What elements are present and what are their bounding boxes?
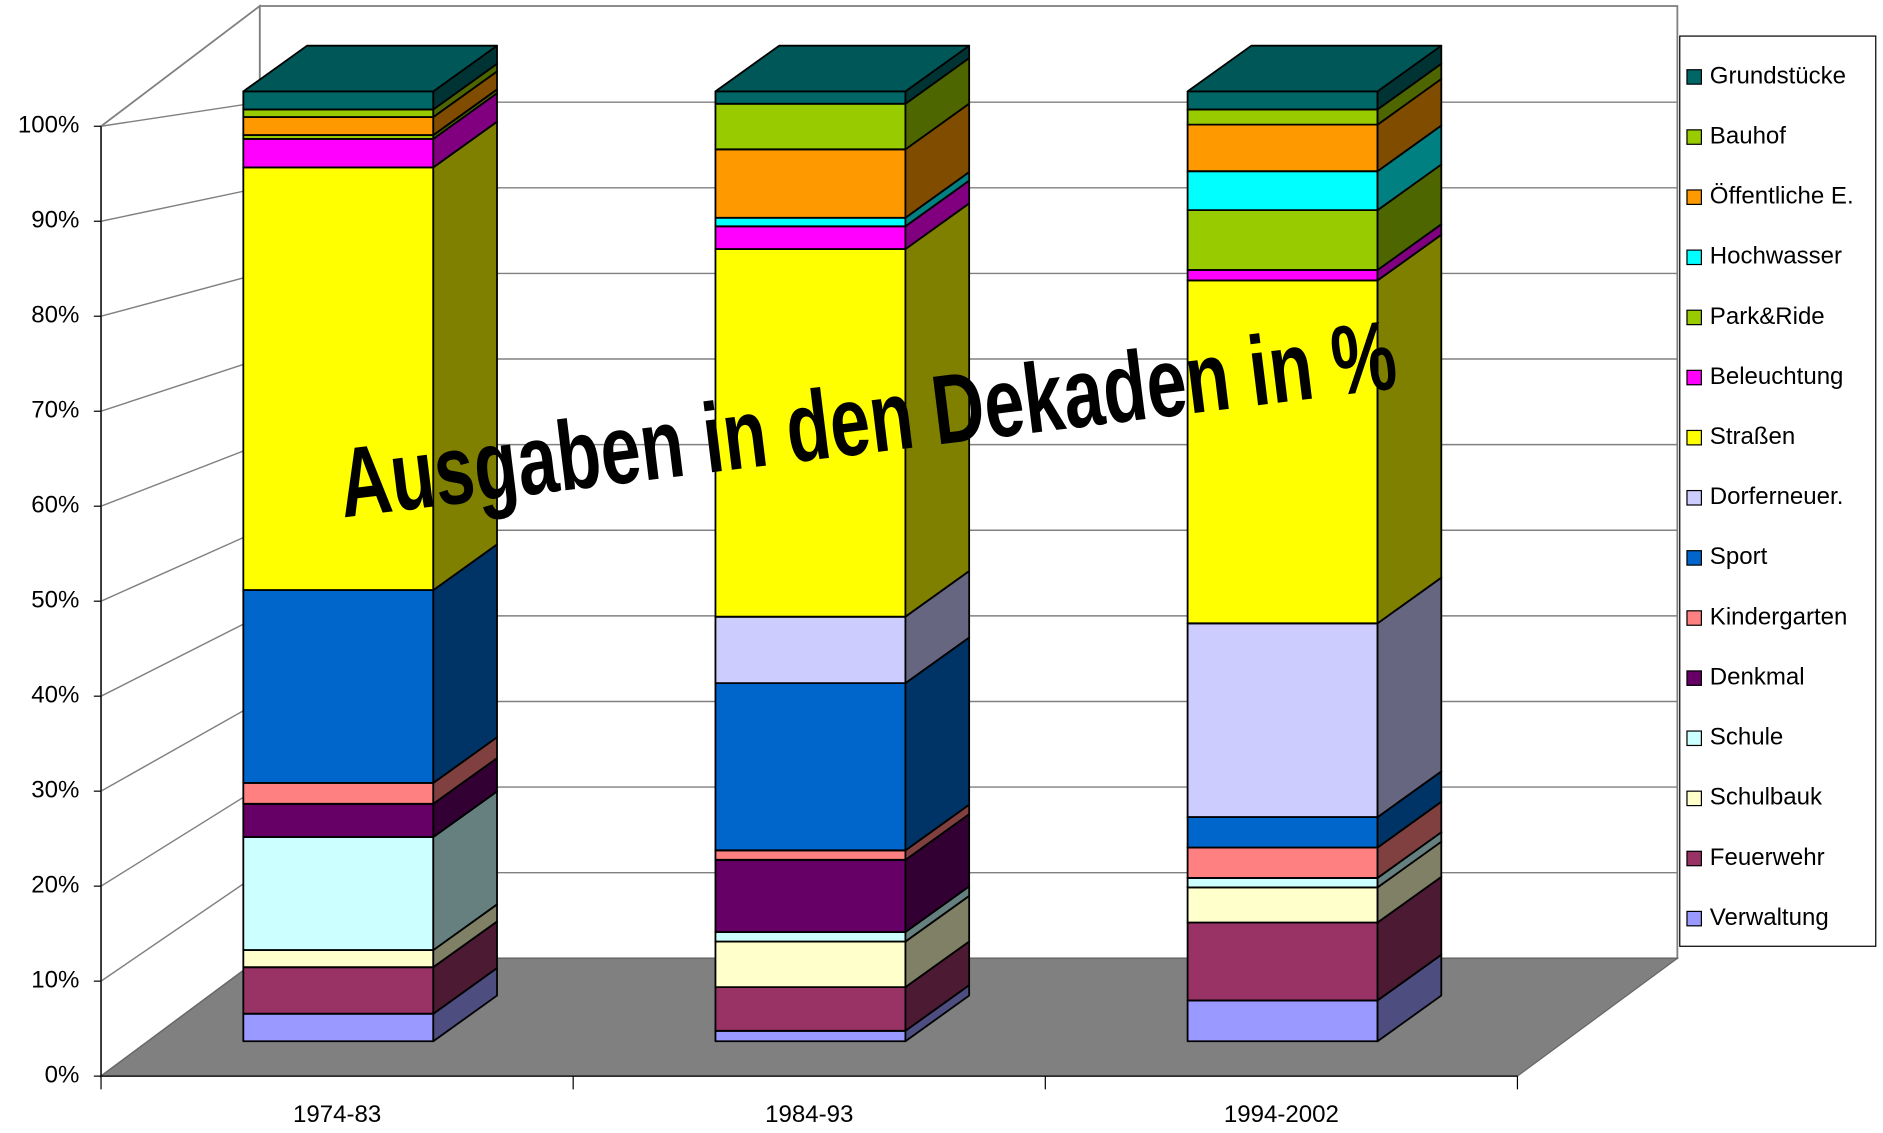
- bar-front: [242, 108, 435, 118]
- legend-label: Bauhof: [1710, 122, 1786, 149]
- y-tick-label: 20%: [31, 871, 79, 898]
- legend-label: Dorferneuer.: [1710, 483, 1844, 510]
- bar-front: [714, 90, 907, 105]
- bar-front: [242, 116, 435, 136]
- bar-front: [1186, 999, 1379, 1043]
- bar-front: [714, 1029, 907, 1043]
- legend-label: Grundstücke: [1710, 62, 1846, 89]
- bar-front: [1186, 170, 1379, 212]
- legend-label: Beleuchtung: [1710, 363, 1844, 390]
- bar-front: [242, 137, 435, 169]
- legend-swatch: [1686, 670, 1703, 686]
- y-tick-label: 100%: [18, 112, 79, 139]
- x-tick-label: 1974-83: [293, 1101, 381, 1128]
- y-tick-label: 0%: [45, 1061, 80, 1088]
- bar-front: [714, 615, 907, 685]
- y-tick-label: 40%: [31, 682, 79, 709]
- bar-top: [1186, 44, 1443, 93]
- bar-front: [242, 836, 435, 951]
- y-tick-label: 30%: [31, 777, 79, 804]
- legend-label: Hochwasser: [1710, 243, 1842, 270]
- legend-swatch: [1686, 790, 1703, 807]
- legend-swatch: [1686, 249, 1703, 266]
- y-tick-label: 50%: [31, 587, 79, 614]
- bar-front: [714, 940, 907, 989]
- bar-front: [714, 148, 907, 219]
- bar-front: [242, 949, 435, 969]
- legend-swatch: [1686, 69, 1703, 85]
- bar-front: [714, 682, 907, 852]
- bar-front: [242, 966, 435, 1015]
- bar-front: [242, 781, 435, 805]
- y-tick-label: 10%: [31, 966, 79, 993]
- bar-top: [242, 44, 498, 93]
- legend-swatch: [1686, 489, 1703, 506]
- x-tick-label: 1984-93: [765, 1101, 853, 1128]
- y-tick-label: 70%: [31, 397, 79, 424]
- bar-front: [1186, 108, 1379, 126]
- bar-front: [714, 216, 907, 228]
- legend-swatch: [1686, 550, 1703, 566]
- bar-front: [1186, 90, 1379, 111]
- bar-front: [714, 102, 907, 151]
- legend-label: Verwaltung: [1710, 904, 1829, 931]
- legend-swatch: [1686, 610, 1703, 626]
- legend-label: Schulbauk: [1710, 784, 1823, 811]
- legend-label: Sport: [1710, 543, 1768, 570]
- bar-front: [1186, 622, 1379, 818]
- legend-label: Denkmal: [1710, 663, 1805, 690]
- legend-swatch: [1686, 189, 1703, 206]
- bar-front: [1186, 886, 1379, 924]
- bar-front: [242, 802, 435, 838]
- bar-front: [714, 858, 907, 933]
- bar-front: [1186, 816, 1379, 849]
- legend-swatch: [1686, 429, 1703, 446]
- legend-swatch: [1686, 369, 1703, 386]
- legend-swatch: [1686, 309, 1703, 326]
- bar-side: [1376, 233, 1443, 625]
- legend-label: Schule: [1710, 724, 1783, 751]
- y-tick-label: 80%: [31, 302, 79, 329]
- bar-front: [1186, 123, 1379, 173]
- bar-front: [1186, 876, 1379, 889]
- bar-front: [1186, 209, 1379, 271]
- bar-front: [714, 225, 907, 250]
- bar-front: [242, 1012, 435, 1043]
- legend-swatch: [1686, 129, 1703, 145]
- x-tick-label: 1994-2002: [1224, 1101, 1339, 1128]
- legend-swatch: [1686, 910, 1703, 927]
- y-tick-label: 90%: [31, 207, 79, 234]
- legend: [1679, 35, 1877, 947]
- bar-front: [714, 986, 907, 1032]
- bar-front: [1186, 846, 1379, 879]
- bar-front: [1186, 269, 1379, 282]
- legend-label: Feuerwehr: [1710, 844, 1825, 871]
- legend-swatch: [1686, 730, 1703, 747]
- legend-label: Kindergarten: [1710, 603, 1848, 630]
- bar-front: [242, 589, 435, 784]
- bar-front: [714, 849, 907, 861]
- y-tick-label: 60%: [31, 492, 79, 519]
- legend-label: Öffentliche E.: [1710, 183, 1854, 210]
- legend-swatch: [1686, 850, 1703, 867]
- bar-front: [1186, 921, 1379, 1002]
- legend-label: Straßen: [1710, 423, 1795, 450]
- bar-front: [714, 931, 907, 943]
- legend-label: Park&Ride: [1710, 303, 1825, 330]
- bar-front: [242, 90, 435, 111]
- bar-top: [714, 44, 971, 93]
